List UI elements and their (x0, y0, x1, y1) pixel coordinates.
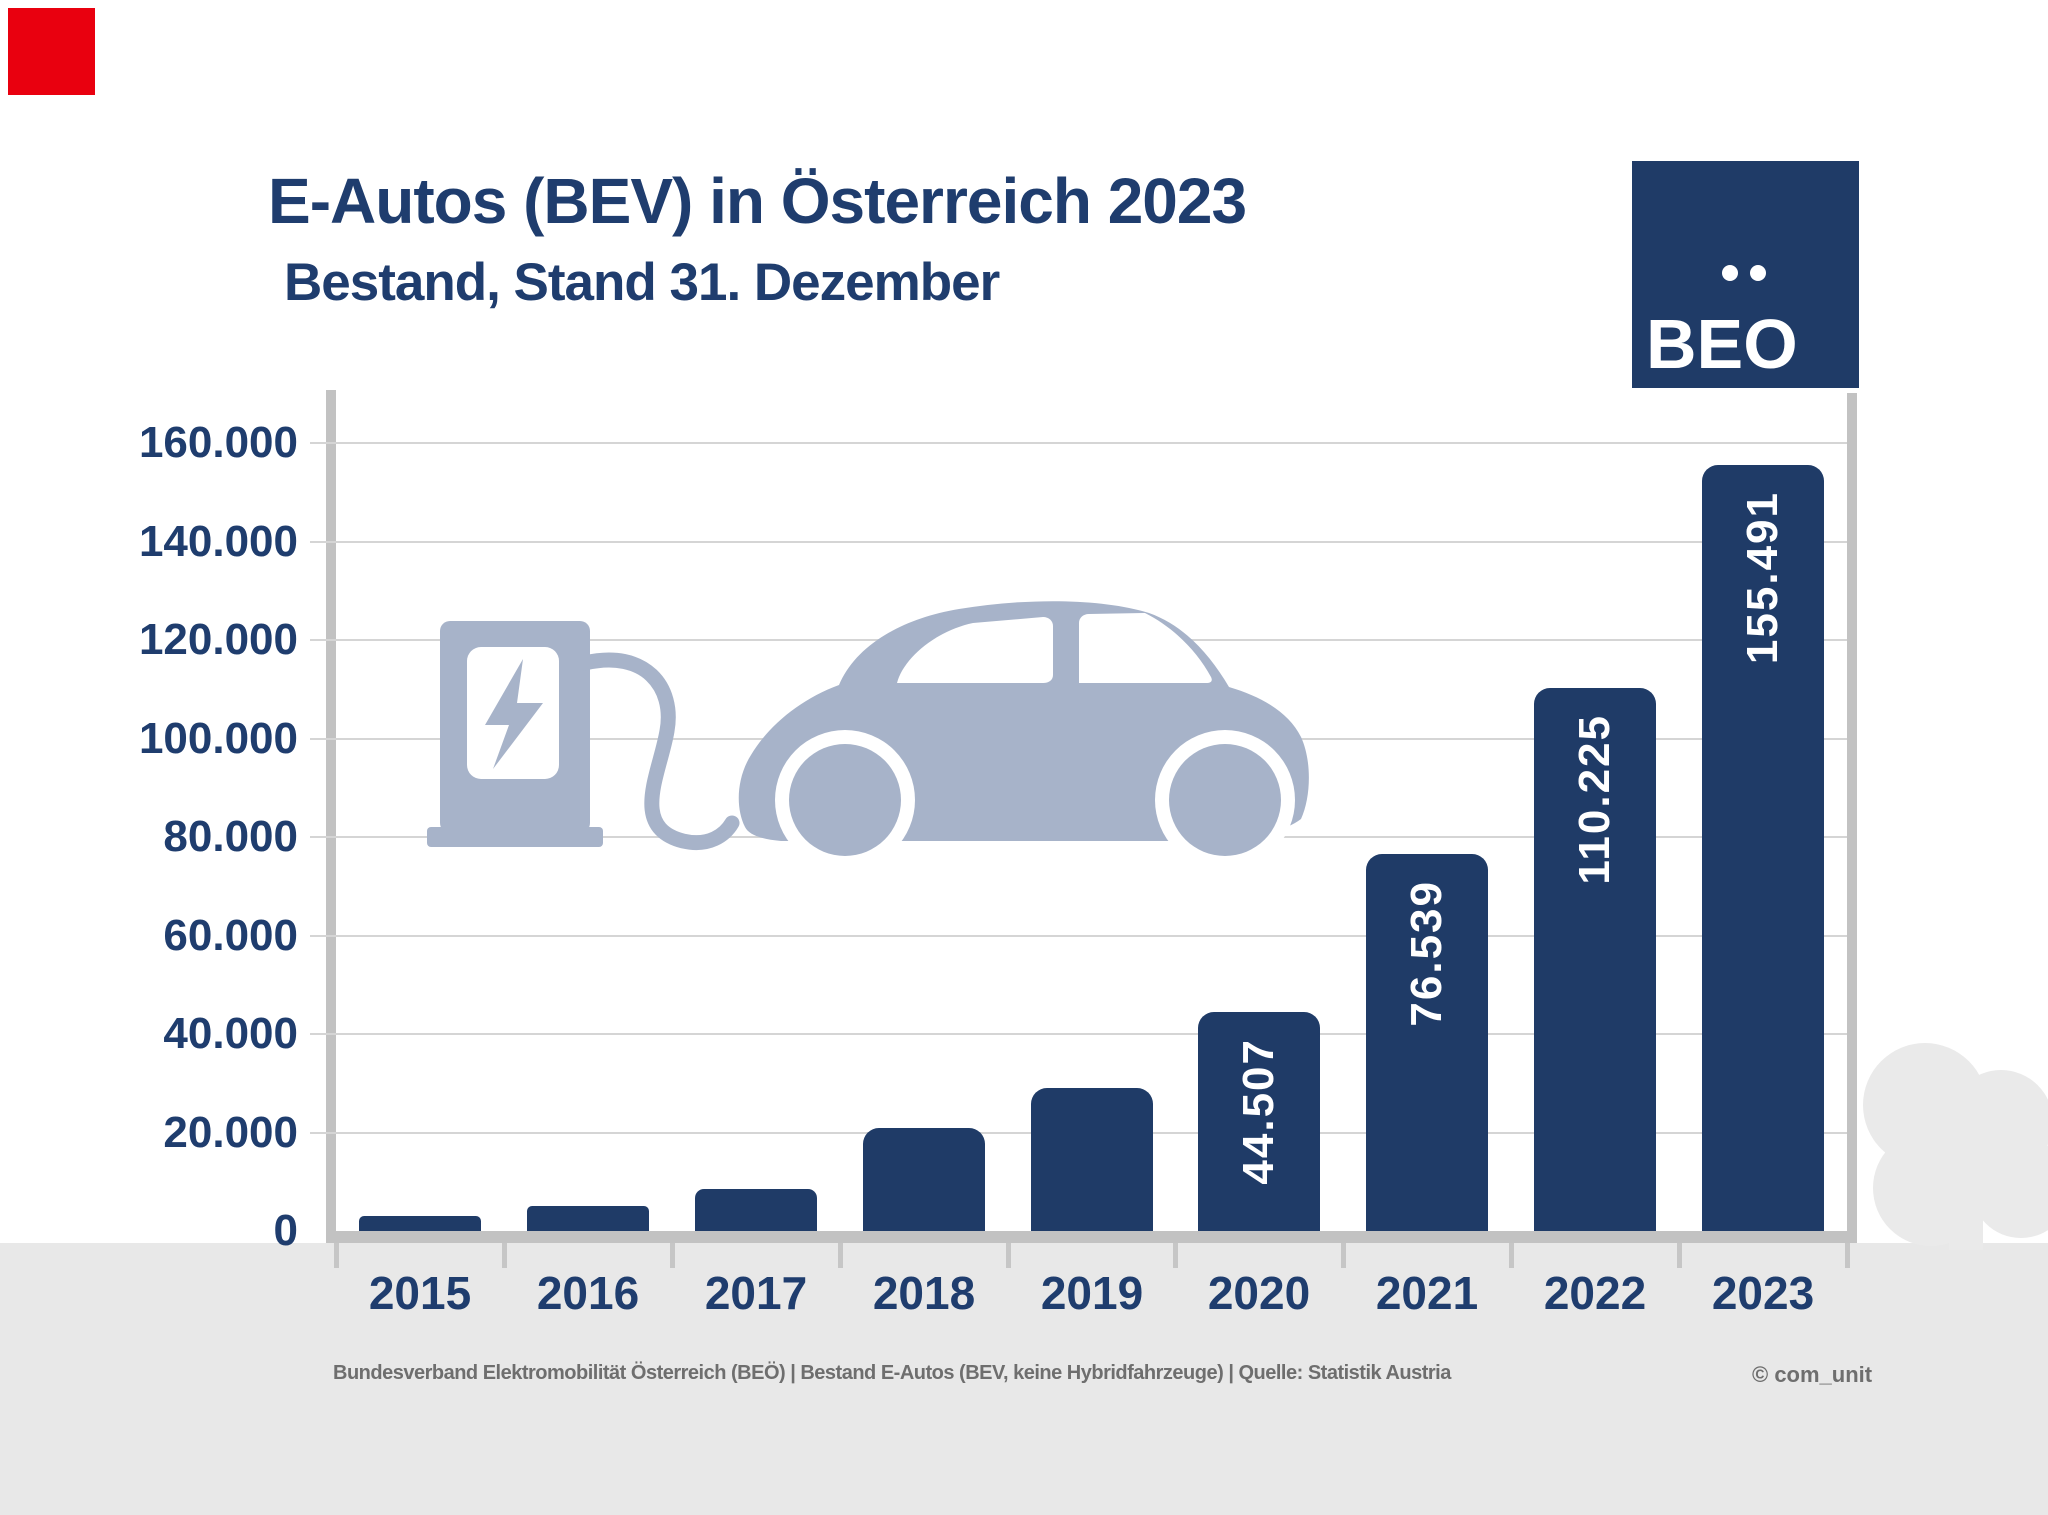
gridline (310, 1033, 1847, 1035)
bar-2020: 44.507 (1198, 1012, 1320, 1231)
logo-umlaut-dot-icon (1750, 265, 1766, 281)
gridline (310, 934, 1847, 937)
bar-2021: 76.539 (1366, 854, 1488, 1231)
source-attribution: Bundesverband Elektromobilität Österreic… (333, 1362, 1451, 1384)
x-axis-tick (1173, 1243, 1178, 1268)
x-tick-label-2018: 2018 (872, 1267, 976, 1319)
logo-umlaut-dot-icon (1722, 265, 1738, 281)
bar-value-label: 76.539 (1402, 880, 1451, 1027)
red-corner-marker (8, 8, 95, 95)
bar-value-label: 110.225 (1570, 714, 1619, 885)
bar-2018 (863, 1128, 985, 1231)
charging-cable (577, 652, 740, 850)
car-rear-window (1079, 613, 1212, 683)
bar-value-label: 155.491 (1738, 491, 1787, 665)
x-tick-label-2015: 2015 (368, 1267, 472, 1319)
bar-2015 (359, 1216, 481, 1231)
bar-2017 (695, 1189, 817, 1231)
y-tick-label: 40.000 (163, 1009, 298, 1058)
rear-wheel-icon (1169, 744, 1281, 856)
x-tick-label-2022: 2022 (1543, 1267, 1647, 1319)
car-front-window (897, 617, 1053, 683)
front-wheel-icon (789, 744, 901, 856)
right-axis-line (1847, 393, 1857, 1243)
ground-band (0, 1243, 2048, 1515)
y-tick-label: 100.000 (138, 713, 298, 763)
plot-area: 160.000 140.000 120.000 100.000 80.000 60.000… (139, 390, 1857, 1319)
x-axis-tick (1845, 1243, 1850, 1268)
x-tick-label-2020: 2020 (1207, 1267, 1311, 1319)
bar-2016 (527, 1206, 649, 1231)
x-axis-tick (1341, 1243, 1346, 1268)
gridline (310, 442, 1847, 444)
x-axis-tick (334, 1243, 339, 1268)
logo-text: BEO (1646, 305, 1798, 383)
x-tick-label-2019: 2019 (1040, 1267, 1144, 1319)
x-tick-label-2017: 2017 (704, 1267, 808, 1319)
gridline (310, 540, 1847, 543)
beo-logo: BEO (1632, 161, 1859, 388)
x-axis-line (326, 1231, 1857, 1243)
tree-silhouette-icon (1863, 1043, 2048, 1250)
lightning-bolt-icon (485, 659, 543, 769)
y-axis-line (326, 390, 336, 1243)
x-axis-tick (1509, 1243, 1514, 1268)
bar-2023: 155.491 (1702, 465, 1824, 1231)
y-tick-label: 160.000 (138, 418, 298, 467)
x-axis-tick (1006, 1243, 1011, 1268)
x-axis-tick (1677, 1243, 1682, 1268)
page-title: E-Autos (BEV) in Österreich 2023 (268, 165, 1247, 237)
x-tick-label-2016: 2016 (536, 1267, 640, 1319)
x-axis-tick (502, 1243, 507, 1268)
x-axis-tick (670, 1243, 675, 1268)
y-tick-label: 60.000 (163, 910, 298, 960)
copyright-note: © com_unit (1752, 1362, 1873, 1387)
x-tick-label-2021: 2021 (1375, 1267, 1479, 1319)
bar-2019 (1031, 1088, 1153, 1231)
y-tick-label: 120.000 (138, 615, 298, 664)
page-subtitle: Bestand, Stand 31. Dezember (284, 253, 1000, 312)
y-tick-label: 80.000 (163, 812, 298, 861)
y-tick-label: 0 (273, 1206, 298, 1255)
charging-station-base (427, 827, 603, 847)
ev-charging-illustration (427, 601, 1309, 870)
x-tick-label-2023: 2023 (1711, 1267, 1815, 1319)
bar-value-label: 44.507 (1234, 1038, 1283, 1185)
bar-2022: 110.225 (1534, 688, 1656, 1231)
x-axis-tick (838, 1243, 843, 1268)
y-tick-label: 140.000 (138, 516, 298, 566)
y-tick-label: 20.000 (163, 1107, 298, 1157)
